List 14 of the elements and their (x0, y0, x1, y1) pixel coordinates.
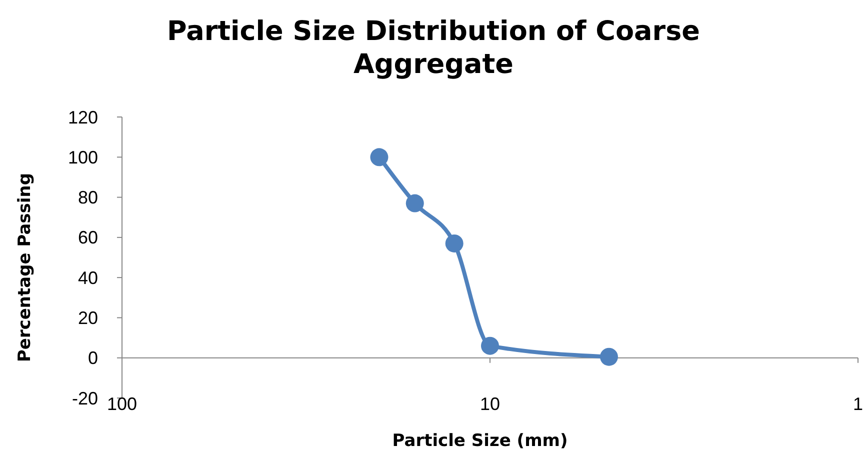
y-tick-label: -20 (72, 388, 98, 408)
x-tick-label: 1 (852, 394, 864, 414)
y-tick-label: 80 (78, 188, 98, 208)
y-tick-label: 0 (88, 348, 98, 368)
y-tick-label: 20 (78, 308, 98, 328)
x-axis-title: Particle Size (mm) (392, 431, 568, 451)
x-tick-label: 10 (480, 394, 500, 414)
y-tick-label: 60 (78, 228, 98, 248)
chart-title: Particle Size Distribution of Coarse Aggregate (167, 16, 700, 80)
y-tick-label: 40 (78, 268, 98, 288)
y-tick-label: 100 (68, 147, 98, 168)
y-tick-label: 120 (68, 107, 98, 128)
x-tick-label: 100 (106, 394, 138, 414)
y-axis-title: Percentage Passing (15, 172, 35, 362)
